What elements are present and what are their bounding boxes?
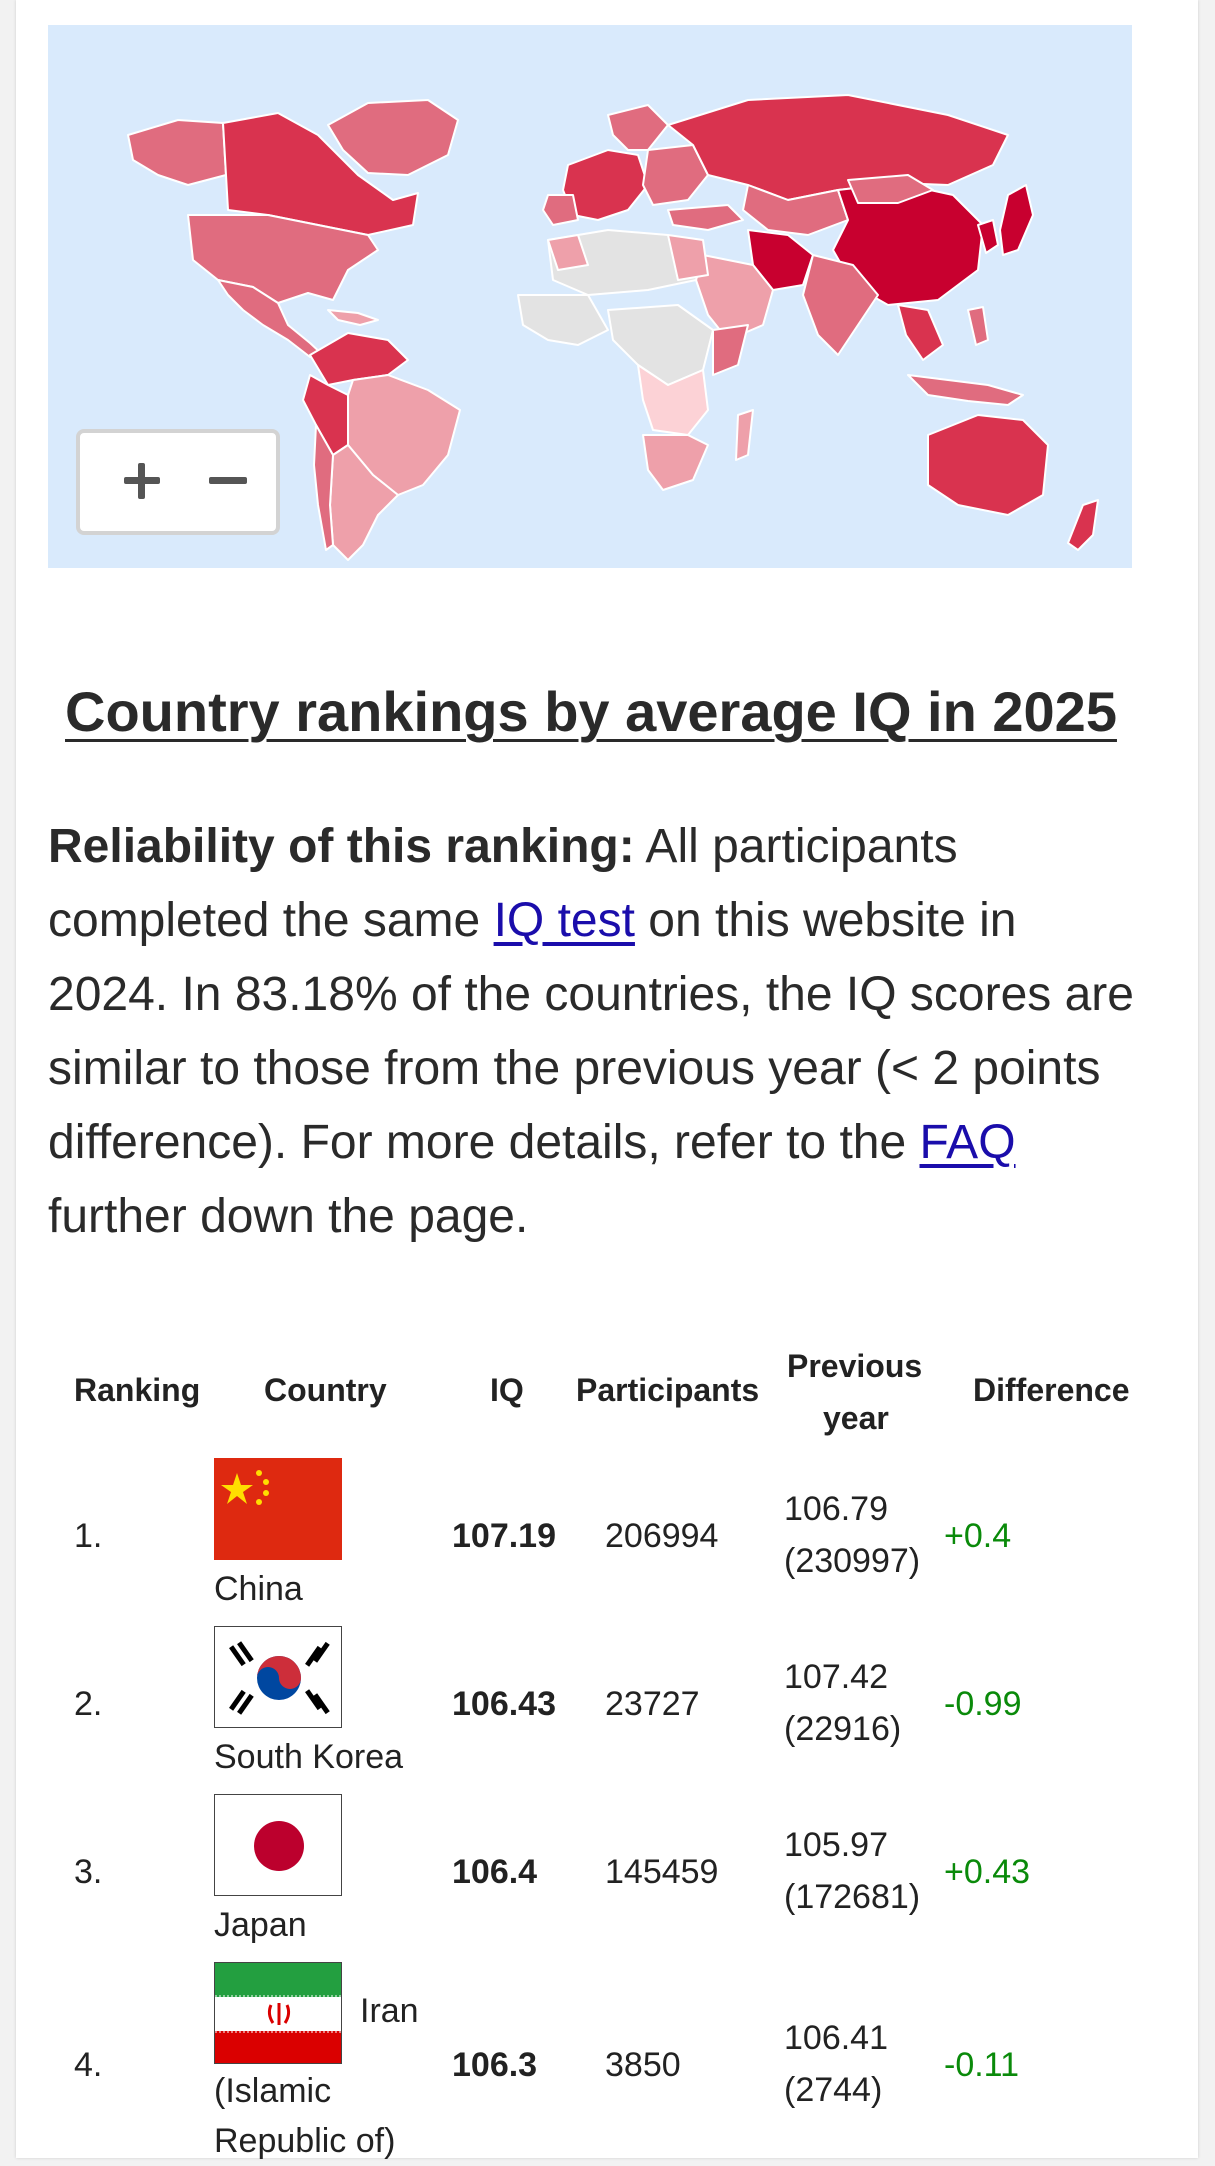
country-name-line3: Republic of) bbox=[214, 2122, 396, 2160]
participants-cell: 206994 bbox=[605, 1517, 719, 1555]
iran-flag bbox=[214, 1962, 342, 2064]
map-region-scandinavia bbox=[607, 104, 669, 151]
country-name: South Korea bbox=[214, 1738, 404, 1776]
iq-cell: 106.43 bbox=[452, 1685, 556, 1723]
rank-cell: 2. bbox=[74, 1685, 103, 1723]
rank-cell: 1. bbox=[74, 1517, 103, 1555]
map-region-russia bbox=[667, 94, 1009, 201]
previous-participants-cell: (2744) bbox=[784, 2071, 883, 2109]
south-korea-flag-svg bbox=[229, 1641, 330, 1715]
china-flag bbox=[214, 1458, 342, 1560]
previous-participants-cell: (172681) bbox=[784, 1878, 921, 1916]
map-region-indonesia bbox=[907, 374, 1024, 406]
minus-icon bbox=[209, 477, 247, 484]
map-region-japan bbox=[999, 184, 1034, 256]
difference-cell: -0.99 bbox=[944, 1685, 1022, 1723]
header-country: Country bbox=[264, 1372, 387, 1408]
reliability-text-1: All participants completed the same bbox=[48, 820, 958, 947]
participants-cell: 23727 bbox=[605, 1685, 700, 1723]
map-region-chile bbox=[313, 424, 334, 551]
previous-participants-cell: (22916) bbox=[784, 1710, 902, 1748]
difference-cell: +0.4 bbox=[944, 1517, 1012, 1555]
faq-link[interactable]: FAQ bbox=[919, 1116, 1016, 1169]
reliability-paragraph: Reliability of this ranking: All partici… bbox=[48, 810, 1148, 1254]
difference-cell: -0.11 bbox=[944, 2046, 1019, 2084]
previous-iq-cell: 107.42 bbox=[784, 1658, 888, 1696]
map-region-korea bbox=[977, 219, 999, 254]
participants-cell: 3850 bbox=[605, 2046, 681, 2084]
header-previous-line2: year bbox=[823, 1400, 889, 1436]
map-region-canada bbox=[222, 112, 419, 236]
reliability-text-3: further down the page. bbox=[48, 1190, 529, 1243]
country-name: Japan bbox=[214, 1906, 307, 1944]
rank-cell: 4. bbox=[74, 2046, 103, 2084]
map-region-india bbox=[802, 254, 879, 356]
previous-iq-cell: 106.41 bbox=[784, 2019, 888, 2057]
world-map[interactable] bbox=[48, 25, 1132, 568]
iq-cell: 106.4 bbox=[452, 1853, 538, 1891]
country-name: China bbox=[214, 1570, 303, 1608]
map-region-australia bbox=[927, 414, 1049, 516]
page-title: Country rankings by average IQ in 2025 bbox=[65, 680, 1117, 743]
reliability-label: Reliability of this ranking: bbox=[48, 820, 635, 873]
map-region-philippines bbox=[967, 306, 989, 346]
map-region-southeast-asia bbox=[897, 304, 944, 361]
map-region-southern-africa-mid bbox=[637, 364, 709, 436]
map-region-egypt bbox=[667, 234, 709, 281]
map-region-china bbox=[832, 182, 984, 306]
map-region-north-south-america bbox=[309, 332, 409, 386]
difference-cell: +0.43 bbox=[944, 1853, 1031, 1891]
iran-flag-svg bbox=[215, 1963, 341, 2063]
country-name-line1: Iran bbox=[360, 1992, 419, 2030]
reliability-text-2: on this website in 2024. In 83.18% of th… bbox=[48, 894, 1134, 1169]
world-map-svg bbox=[127, 94, 1099, 561]
map-region-new-zealand bbox=[1067, 499, 1099, 551]
map-region-north-africa bbox=[547, 229, 704, 296]
map-region-turkey bbox=[667, 204, 744, 231]
iq-cell: 106.3 bbox=[452, 2046, 538, 2084]
zoom-in-button[interactable] bbox=[112, 451, 172, 511]
map-region-caribbean bbox=[327, 309, 379, 326]
japan-flag bbox=[214, 1794, 342, 1896]
map-region-south-africa bbox=[642, 434, 709, 491]
header-previous-line1: Previous bbox=[787, 1348, 923, 1384]
map-region-morocco bbox=[547, 234, 589, 271]
iq-test-link[interactable]: IQ test bbox=[493, 894, 635, 947]
participants-cell: 145459 bbox=[605, 1853, 719, 1891]
map-region-west-africa bbox=[517, 294, 609, 346]
map-region-brazil bbox=[347, 374, 461, 496]
china-flag-svg bbox=[221, 1470, 269, 1505]
country-name-line2: (Islamic bbox=[214, 2072, 332, 2110]
map-region-central-asia bbox=[742, 184, 849, 236]
map-region-greenland bbox=[327, 99, 459, 176]
iq-cell: 107.19 bbox=[452, 1517, 556, 1555]
map-region-east-africa bbox=[712, 324, 749, 376]
rank-cell: 3. bbox=[74, 1853, 103, 1891]
previous-iq-cell: 106.79 bbox=[784, 1490, 888, 1528]
previous-participants-cell: (230997) bbox=[784, 1542, 921, 1580]
header-participants: Participants bbox=[576, 1372, 760, 1408]
japan-flag-svg bbox=[254, 1821, 304, 1871]
south-korea-flag bbox=[214, 1626, 342, 1728]
zoom-control bbox=[76, 429, 280, 535]
map-region-alaska bbox=[127, 119, 227, 186]
map-region-mongolia bbox=[847, 174, 934, 204]
map-region-madagascar bbox=[735, 409, 754, 461]
previous-iq-cell: 105.97 bbox=[784, 1826, 888, 1864]
plus-icon-vertical bbox=[138, 463, 145, 499]
map-region-iberia bbox=[542, 194, 579, 226]
header-ranking: Ranking bbox=[74, 1372, 201, 1408]
zoom-out-button[interactable] bbox=[198, 451, 258, 511]
header-iq: IQ bbox=[490, 1372, 524, 1408]
header-difference: Difference bbox=[973, 1372, 1130, 1408]
